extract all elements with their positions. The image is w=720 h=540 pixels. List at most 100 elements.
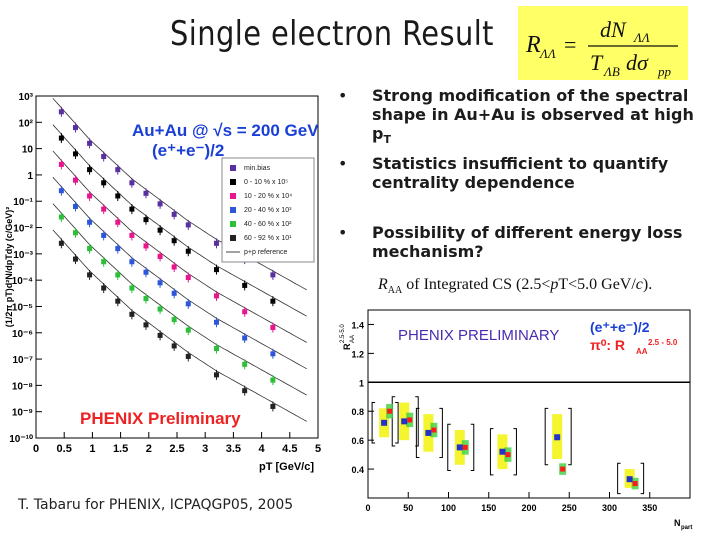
slide-title: Single electron Result xyxy=(170,14,494,54)
spectra-ytick-label: 10⁻³ xyxy=(13,250,33,261)
spectra-legend-marker xyxy=(230,221,236,227)
formula-den-t: T xyxy=(590,50,604,75)
spectra-point xyxy=(213,319,219,325)
spectra-point xyxy=(115,246,121,252)
spectra-point xyxy=(242,309,248,315)
raa-xtick-label: 200 xyxy=(521,503,536,513)
raa-electron-point xyxy=(499,448,506,455)
spectra-point xyxy=(58,135,64,141)
raa-formula: R ΛΛ = dN ΛΛ T ΛB dσ pp xyxy=(518,6,688,80)
raa-legend-pizero: π⁰: R xyxy=(590,337,625,353)
raa-electron-bracket xyxy=(391,396,419,447)
raa-electron-bracket xyxy=(544,407,572,466)
spectra-ytick-label: 10⁻² xyxy=(13,224,33,235)
spectra-point xyxy=(87,140,93,146)
spectra-point xyxy=(270,351,276,357)
spectra-point xyxy=(157,253,163,259)
spectra-point xyxy=(242,388,248,394)
raa-electron-point xyxy=(626,476,633,483)
spectra-point xyxy=(213,346,219,352)
raa-formula-graphic: R ΛΛ = dN ΛΛ T ΛB dσ pp xyxy=(525,17,678,79)
spectra-point xyxy=(101,259,107,265)
spectra-point xyxy=(213,372,219,378)
spectra-point xyxy=(101,285,107,291)
spectra-point xyxy=(72,151,78,157)
bullet-3-line-1: Possibility of different energy loss xyxy=(372,223,683,242)
spectra-ytick-label: 10⁻⁹ xyxy=(12,408,33,419)
spectra-point xyxy=(171,317,177,323)
raa-ylabel-sup: 2.5-5.0 xyxy=(340,324,346,343)
spectra-legend-label: 40 - 60 % x 10² xyxy=(244,221,292,228)
spectra-point xyxy=(129,232,135,238)
spectra-point xyxy=(157,227,163,233)
spectra-point xyxy=(185,353,191,359)
raa-pizero-point xyxy=(431,427,437,433)
raa-legend-electron: (e⁺+e⁻)/2 xyxy=(590,319,650,335)
spectra-point xyxy=(242,335,248,341)
raa-xtick-label: 250 xyxy=(562,503,577,513)
raa-xtick-label: 50 xyxy=(403,503,413,513)
spectra-ytick-label: 10⁻⁵ xyxy=(12,302,33,313)
spectra-legend-marker xyxy=(230,207,236,213)
spectra-point xyxy=(129,311,135,317)
spectra-xtick-label: 0.5 xyxy=(57,443,72,455)
raa-pizero-point xyxy=(462,444,468,450)
spectra-point xyxy=(143,296,149,302)
spectra-point xyxy=(270,377,276,383)
svg-text:=: = xyxy=(564,32,576,57)
spectra-reference-curve xyxy=(52,98,307,291)
spectra-point xyxy=(270,298,276,304)
formula-den-t-sub: ΛB xyxy=(602,64,620,79)
spectra-xlabel: pT [GeV/c] xyxy=(259,461,314,473)
spectra-legend-marker xyxy=(230,179,236,185)
spectra-point xyxy=(72,177,78,183)
spectra-legend-label: min.bias xyxy=(244,165,271,172)
raa-electron-point xyxy=(401,418,408,425)
spectra-point xyxy=(213,267,219,273)
spectra-legend-label: 60 - 92 % x 10¹ xyxy=(244,235,292,242)
spectra-legend-frame xyxy=(221,157,315,263)
spectra-point xyxy=(58,240,64,246)
spectra-ytick-label: 1 xyxy=(27,171,33,182)
spectra-reference-curve xyxy=(52,229,307,422)
raa-xtick-label: 150 xyxy=(481,503,496,513)
raa-pizero-point xyxy=(505,452,511,458)
spectra-point xyxy=(101,206,107,212)
raa-pizero-point xyxy=(560,466,566,472)
spectra-xtick-label: 2.5 xyxy=(169,443,184,455)
raa-electron-bracket xyxy=(447,423,475,472)
spectra-point xyxy=(101,180,107,186)
right-chart-caption: RAA of Integrated CS (2.5<pT<5.0 GeV/c). xyxy=(378,276,653,297)
raa-ylabel: R xyxy=(342,343,352,350)
raa-ylabel-sub: AA xyxy=(350,335,356,343)
raa-electron-bracket xyxy=(489,428,517,476)
spectra-xtick-label: 1 xyxy=(89,443,95,455)
spectra-xtick-label: 0 xyxy=(33,443,39,455)
spectra-ytick-label: 10⁻¹ xyxy=(13,197,33,208)
spectra-xtick-label: 4 xyxy=(259,443,266,455)
spectra-ytick-label: 10⁻¹⁰ xyxy=(9,434,33,445)
spectra-xtick-label: 4.5 xyxy=(282,443,297,455)
spectra-point xyxy=(185,222,191,228)
formula-lhs: R xyxy=(525,32,541,58)
bullet-1-line-2: shape in Au+Au is observed at high p xyxy=(372,105,694,143)
bullet-1-sub: T xyxy=(383,133,391,147)
spectra-point xyxy=(185,248,191,254)
spectra-ytick-label: 10 xyxy=(22,145,34,156)
spectra-xtick-label: 3 xyxy=(202,443,208,455)
spectra-ytick-label: 10³ xyxy=(19,92,34,103)
spectra-point xyxy=(58,109,64,115)
raa-ytick-label: 0.4 xyxy=(351,465,364,475)
spectra-point xyxy=(185,275,191,281)
spectra-xtick-label: 1.5 xyxy=(113,443,128,455)
spectra-xtick-label: 5 xyxy=(315,443,321,455)
spectra-legend-marker xyxy=(230,165,236,171)
raa-pizero-point xyxy=(632,481,638,487)
raa-pizero-point xyxy=(387,408,393,414)
formula-numerator: dN xyxy=(600,17,627,42)
spectra-reference-curve xyxy=(52,177,307,370)
spectra-point xyxy=(129,285,135,291)
raa-xtick-label: 350 xyxy=(642,503,657,513)
raa-ytick-label: 0.6 xyxy=(351,436,364,446)
spectra-point xyxy=(129,259,135,265)
